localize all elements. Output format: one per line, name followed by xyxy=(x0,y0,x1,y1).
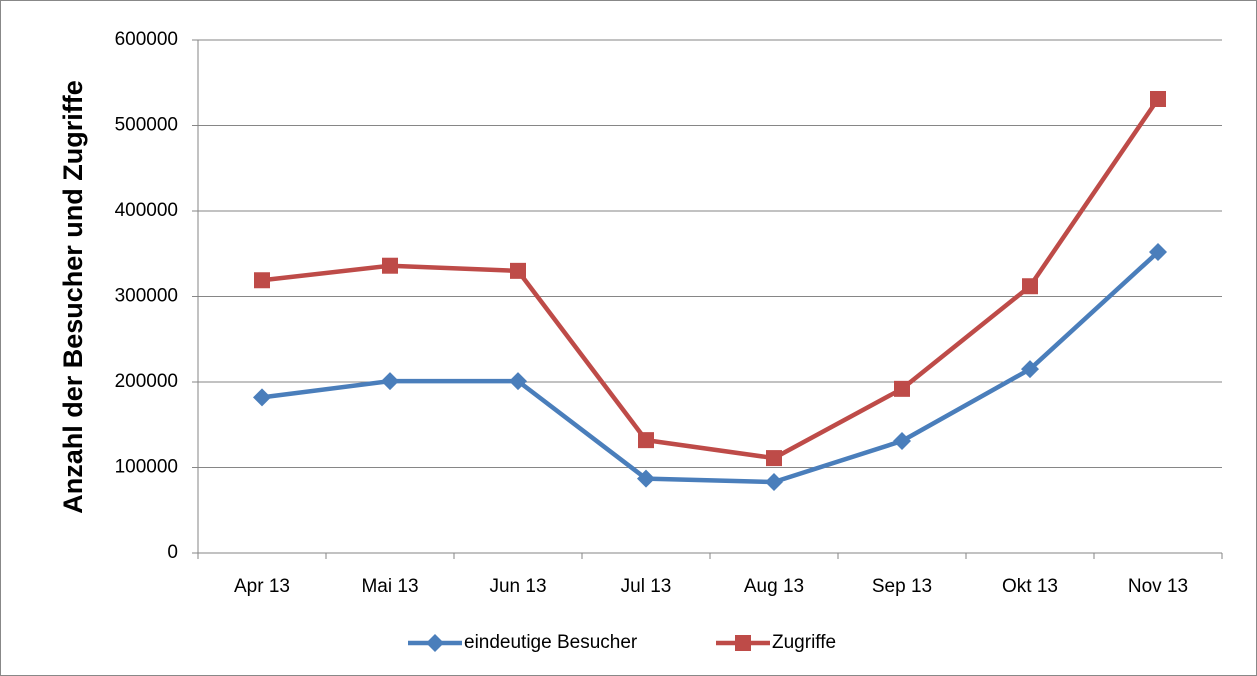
y-tick-label: 200000 xyxy=(115,371,178,392)
data-point xyxy=(510,262,526,279)
data-point xyxy=(254,272,270,289)
data-point xyxy=(1149,243,1167,262)
data-point xyxy=(1150,90,1166,107)
x-tick-label: Sep 13 xyxy=(872,576,932,597)
x-tick-label: Jun 13 xyxy=(489,576,546,597)
legend-marker xyxy=(426,634,444,652)
y-tick-label: 300000 xyxy=(115,286,178,307)
data-point xyxy=(253,388,271,407)
x-tick-label: Nov 13 xyxy=(1128,576,1188,597)
x-tick-label: Apr 13 xyxy=(234,576,290,597)
data-point xyxy=(893,431,911,450)
y-tick-label: 600000 xyxy=(115,29,178,50)
series-line xyxy=(261,97,1160,461)
y-tick-label: 500000 xyxy=(115,115,178,136)
data-point xyxy=(638,432,654,449)
legend-label: Zugriffe xyxy=(772,632,836,653)
data-point xyxy=(1022,278,1038,295)
data-point xyxy=(637,469,655,488)
y-tick-label: 0 xyxy=(167,542,178,563)
data-point xyxy=(382,257,398,274)
series-line xyxy=(261,250,1160,485)
legend-marker xyxy=(735,635,751,651)
data-point xyxy=(381,372,399,391)
data-point xyxy=(509,372,527,391)
x-tick-label: Mai 13 xyxy=(361,576,418,597)
y-tick-label: 100000 xyxy=(115,457,178,478)
legend-label: eindeutige Besucher xyxy=(464,632,638,653)
data-point xyxy=(765,473,783,492)
y-axis-title: Anzahl der Besucher und Zugriffe xyxy=(58,80,88,514)
data-point xyxy=(894,380,910,397)
data-point xyxy=(766,450,782,467)
x-tick-label: Jul 13 xyxy=(621,576,672,597)
x-tick-label: Aug 13 xyxy=(744,576,804,597)
data-point xyxy=(1021,360,1039,379)
y-tick-label: 400000 xyxy=(115,200,178,221)
x-tick-label: Okt 13 xyxy=(1002,576,1058,597)
